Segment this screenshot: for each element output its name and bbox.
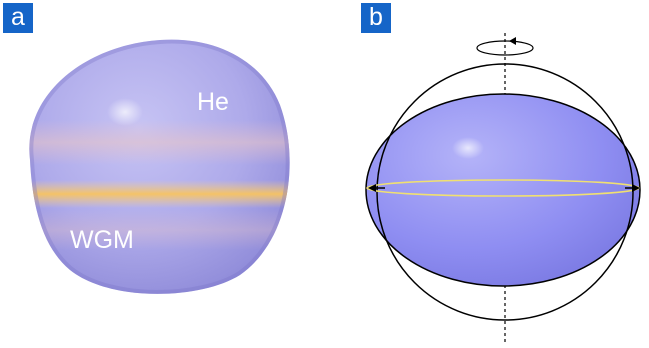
helium-drop: He WGM bbox=[29, 39, 290, 294]
he-text: He bbox=[197, 88, 229, 116]
panel-label-b: b bbox=[361, 3, 391, 33]
spheroid-diagram bbox=[365, 33, 641, 344]
reference-sphere bbox=[376, 63, 634, 321]
panel-label-a: a bbox=[3, 3, 33, 33]
rotation-arrow-icon bbox=[476, 37, 534, 56]
wgm-text: WGM bbox=[70, 226, 134, 254]
wgm-band bbox=[29, 180, 290, 208]
oblate-ellipsoid bbox=[365, 93, 641, 287]
deformation-arrows bbox=[368, 184, 640, 192]
